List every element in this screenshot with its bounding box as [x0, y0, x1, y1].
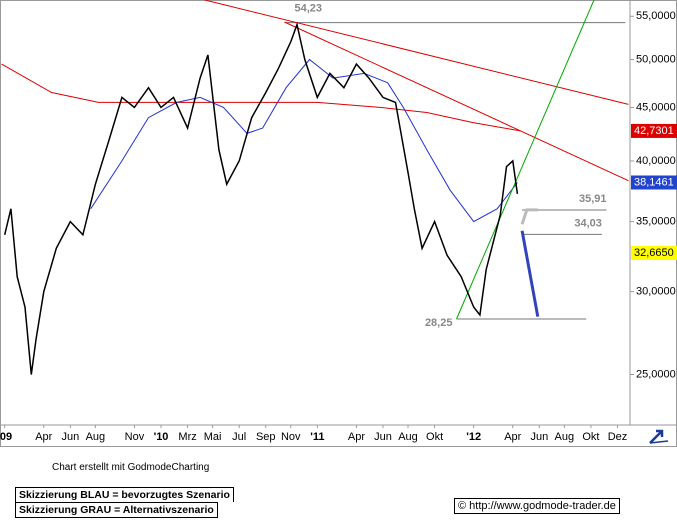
x-tick-label: Aug [398, 431, 418, 443]
level-label: 35,91 [579, 193, 607, 205]
series-line [520, 208, 538, 225]
y-tick-label: 45,0000 [636, 101, 676, 113]
x-tick-label: Nov [125, 431, 145, 443]
series-line [90, 58, 518, 223]
x-tick-label: '09 [0, 431, 12, 443]
series-line [456, 0, 595, 320]
x-tick-label: Jun [61, 431, 79, 443]
x-tick-label: '11 [310, 431, 324, 443]
price-label: 42,7301 [634, 125, 674, 137]
url[interactable]: © http://www.godmode-trader.de [454, 498, 620, 514]
y-tick-label: 55,0000 [636, 10, 676, 22]
price-label: 32,6650 [634, 247, 674, 259]
price-box [631, 175, 677, 190]
x-tick-label: Aug [555, 431, 575, 443]
price-label: 38,1461 [634, 176, 674, 188]
series-line [520, 230, 540, 317]
legend-blue: Skizzierung BLAU = bevorzugtes Szenario [15, 487, 234, 502]
x-tick-label: Dez [608, 431, 628, 443]
x-tick-label: Mrz [178, 431, 196, 443]
level-label: 28,25 [425, 317, 453, 329]
legend-gray: Skizzierung GRAU = Alternativszenario [15, 502, 218, 518]
price-box [631, 245, 677, 260]
x-tick-label: Apr [35, 431, 52, 443]
y-tick-label: 25,0000 [636, 368, 676, 380]
frame [0, 0, 677, 447]
series-line [284, 21, 629, 182]
series-line [1, 63, 521, 132]
x-tick-label: Nov [281, 431, 301, 443]
level-label: 54,23 [295, 3, 323, 15]
y-tick-label: 35,0000 [636, 216, 676, 228]
x-tick-label: Mai [204, 431, 222, 443]
y-tick-label: 40,0000 [636, 155, 676, 167]
x-tick-label: Jun [374, 431, 392, 443]
logo [645, 427, 675, 445]
y-tick-label: 30,0000 [636, 286, 676, 298]
x-tick-label: Aug [86, 431, 106, 443]
price-box [631, 123, 677, 138]
chart: 25,0000 30,0000 35,0000 40,0000 45,0000 50,00… [0, 0, 677, 447]
x-tick-label: Okt [426, 431, 443, 443]
series-line [3, 21, 519, 375]
x-tick-label: Apr [504, 431, 521, 443]
x-tick-label: Sep [256, 431, 276, 443]
series-line [204, 0, 629, 105]
x-tick-label: Okt [582, 431, 599, 443]
x-tick-label: Apr [348, 431, 365, 443]
x-tick-label: '10 [154, 431, 169, 443]
y-tick-label: 50,0000 [636, 53, 676, 65]
x-tick-label: Jun [530, 431, 548, 443]
credit: Chart erstellt mit GodmodeCharting [52, 462, 210, 473]
x-tick-label: Jul [232, 431, 246, 443]
x-tick-label: '12 [466, 431, 481, 443]
level-label: 34,03 [574, 217, 602, 229]
